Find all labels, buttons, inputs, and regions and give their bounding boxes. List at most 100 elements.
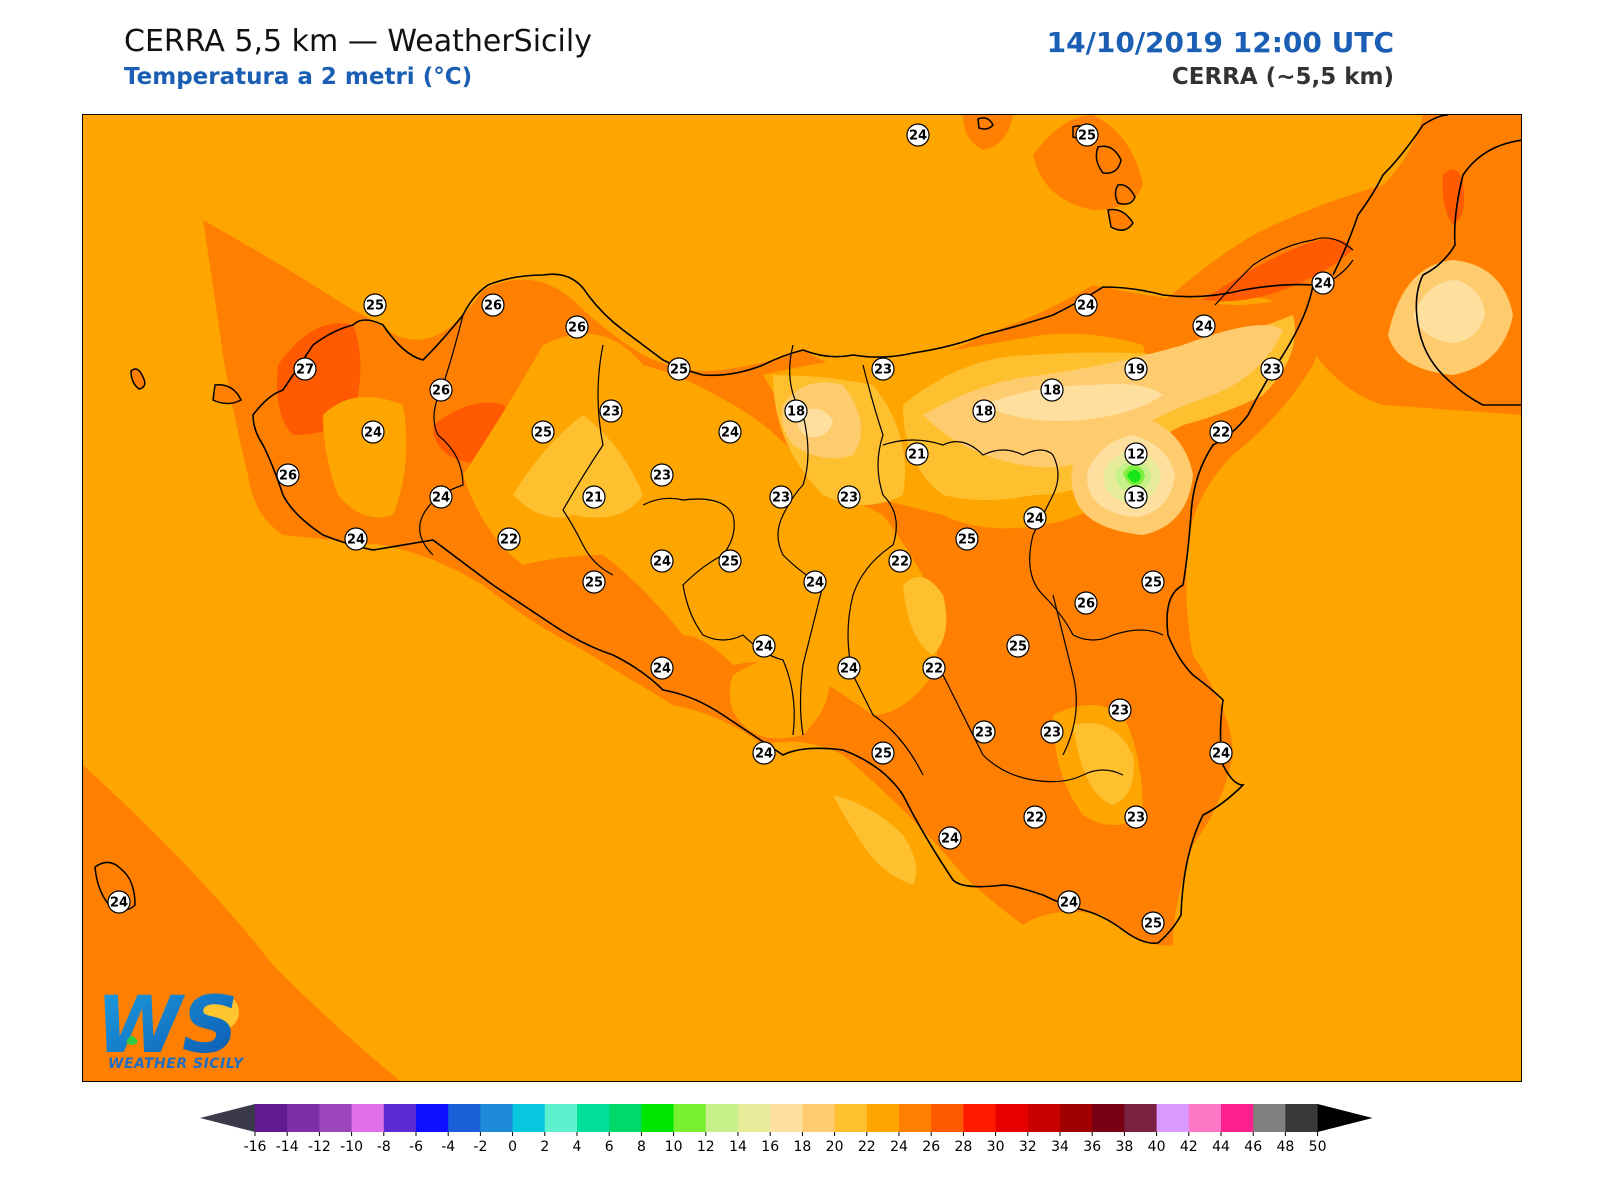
model-label: CERRA (~5,5 km) — [1171, 64, 1394, 90]
station-value: 25 — [1144, 576, 1162, 591]
station-marker: 25 — [363, 293, 387, 317]
colorbar-tick-label: -6 — [409, 1139, 423, 1155]
colorbar-tick-label: 12 — [697, 1139, 715, 1155]
colorbar-tick-label: -4 — [441, 1139, 455, 1155]
station-circle — [1040, 720, 1064, 744]
colorbar-tick-label: 38 — [1115, 1139, 1133, 1155]
colorbar-tick-label: 50 — [1309, 1139, 1327, 1155]
station-circle — [1209, 420, 1233, 444]
station-marker: 23 — [650, 463, 674, 487]
station-value: 23 — [602, 405, 620, 420]
station-circle — [803, 570, 827, 594]
station-value: 25 — [1144, 917, 1162, 932]
colorbar-tick-label: 22 — [858, 1139, 876, 1155]
logo-letters: WS — [96, 982, 238, 1071]
colorbar-cell — [255, 1104, 288, 1132]
province-borders — [419, 314, 1164, 783]
colorbar-cell — [1188, 1104, 1222, 1132]
station-value: 25 — [585, 576, 603, 591]
station-marker: 23 — [1260, 357, 1284, 381]
station-marker: 23 — [1124, 805, 1148, 829]
colorbar-cell — [383, 1104, 417, 1132]
colorbar-cell — [448, 1104, 481, 1132]
colorbar-tick-label: 42 — [1180, 1139, 1198, 1155]
station-circle — [481, 293, 505, 317]
colorbar-tick-label: -16 — [244, 1139, 267, 1155]
colorbar-cell — [802, 1104, 836, 1132]
station-circle — [361, 420, 385, 444]
station-circle — [888, 549, 912, 573]
colorbar-tick-label: 36 — [1083, 1139, 1101, 1155]
colorbar-cell — [480, 1104, 514, 1132]
eolie-islands — [977, 117, 1136, 231]
station-circle — [1108, 698, 1132, 722]
station-marker: 19 — [1124, 357, 1148, 381]
station-marker: 24 — [650, 549, 674, 573]
aspromonte-cooler-area — [1413, 280, 1485, 343]
station-markers: 24 25 25 26 24 24 26 24 27 25 23 19 23 26 18 23 18 18 24 25… — [107, 123, 1335, 935]
egadi-islands — [130, 368, 242, 405]
station-value: 24 — [1077, 299, 1095, 314]
station-circle — [667, 357, 691, 381]
colorbar-tick-label: -2 — [473, 1139, 487, 1155]
station-marker: 24 — [1057, 890, 1081, 914]
colorbar-tick-label: -10 — [340, 1139, 363, 1155]
station-circle — [906, 123, 930, 147]
station-value: 24 — [1212, 747, 1230, 762]
colorbar-cell — [995, 1104, 1029, 1132]
station-circle — [429, 378, 453, 402]
station-value: 24 — [347, 533, 365, 548]
station-marker: 25 — [1141, 911, 1165, 935]
station-marker: 24 — [1074, 293, 1098, 317]
station-marker: 22 — [1023, 805, 1047, 829]
station-circle — [955, 527, 979, 551]
colorbar-tick-label: -12 — [308, 1139, 331, 1155]
station-circle — [650, 549, 674, 573]
station-marker: 24 — [837, 656, 861, 680]
station-marker: 18 — [972, 399, 996, 423]
colorbar-tick-label: 40 — [1148, 1139, 1166, 1155]
station-marker: 24 — [752, 634, 776, 658]
colorbar-cell — [287, 1104, 320, 1132]
colorbar-tick-label: 16 — [761, 1139, 779, 1155]
station-circle — [871, 357, 895, 381]
colorbar-under-arrow — [200, 1104, 255, 1132]
station-value: 18 — [975, 405, 993, 420]
colorbar-cell — [1156, 1104, 1190, 1132]
station-value: 26 — [432, 384, 450, 399]
station-value: 24 — [653, 662, 671, 677]
coastal-band-22-south — [833, 795, 917, 885]
colorbar-tick-label: 44 — [1212, 1139, 1230, 1155]
station-marker: 24 — [361, 420, 385, 444]
station-circle — [1141, 570, 1165, 594]
station-circle — [565, 315, 589, 339]
station-circle — [972, 720, 996, 744]
interior-band-22-south — [903, 577, 947, 655]
station-marker: 27 — [293, 357, 317, 381]
station-circle — [972, 399, 996, 423]
station-marker: 25 — [667, 357, 691, 381]
station-value: 26 — [568, 321, 586, 336]
colorbar-cell — [770, 1104, 803, 1132]
station-circle — [837, 656, 861, 680]
station-marker: 23 — [837, 485, 861, 509]
station-value: 25 — [366, 299, 384, 314]
station-value: 24 — [909, 129, 927, 144]
station-circle — [1074, 591, 1098, 615]
station-circle — [1074, 293, 1098, 317]
station-value: 24 — [1026, 512, 1044, 527]
station-marker: 25 — [1141, 570, 1165, 594]
station-circle — [769, 485, 793, 509]
station-marker: 24 — [1209, 741, 1233, 765]
station-circle — [1124, 805, 1148, 829]
station-circle — [837, 485, 861, 509]
station-value: 24 — [840, 662, 858, 677]
station-marker: 23 — [769, 485, 793, 509]
station-marker: 25 — [1006, 634, 1030, 658]
station-marker: 23 — [1040, 720, 1064, 744]
colorbar-cell — [1253, 1104, 1286, 1132]
colorbar-tick-label: 0 — [508, 1139, 517, 1155]
colorbar-cell — [609, 1104, 642, 1132]
colorbar-cell — [351, 1104, 385, 1132]
station-value: 25 — [874, 747, 892, 762]
